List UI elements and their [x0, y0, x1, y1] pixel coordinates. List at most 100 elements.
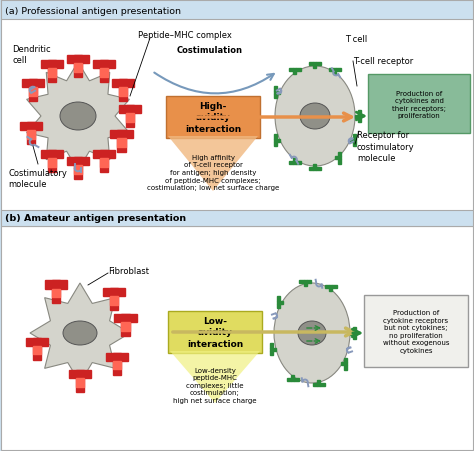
Text: Receptor for
costimulatory
molecule: Receptor for costimulatory molecule	[357, 131, 415, 162]
Bar	[274, 135, 277, 139]
Bar	[317, 381, 320, 387]
Bar	[100, 60, 108, 83]
Bar	[274, 142, 277, 147]
Bar	[33, 346, 41, 354]
Bar	[76, 378, 84, 387]
Bar	[320, 383, 325, 387]
Bar	[270, 344, 273, 348]
Bar	[304, 280, 307, 286]
Bar	[341, 363, 347, 366]
Bar	[274, 139, 280, 142]
Bar	[119, 80, 127, 102]
Bar	[277, 301, 283, 304]
Bar	[338, 160, 341, 164]
Bar	[293, 158, 297, 164]
FancyBboxPatch shape	[368, 75, 470, 133]
Bar	[100, 151, 108, 173]
Bar	[126, 114, 134, 122]
Bar	[317, 168, 321, 170]
Bar	[74, 157, 82, 180]
FancyBboxPatch shape	[1, 226, 473, 450]
Text: Low-density
peptide-MHC
complexes; little
costimulation;
high net surface charge: Low-density peptide-MHC complexes; littl…	[173, 367, 257, 403]
Bar	[313, 63, 317, 69]
Text: Production of
cytokine receptors
but not cytokines;
no proliferation
without exo: Production of cytokine receptors but not…	[383, 309, 449, 353]
Text: Dendritic
cell: Dendritic cell	[12, 45, 51, 65]
Bar	[93, 151, 115, 159]
Bar	[334, 69, 337, 75]
Bar	[93, 60, 115, 69]
Bar	[353, 135, 356, 139]
Bar	[329, 286, 332, 292]
Bar	[74, 55, 82, 78]
Bar	[48, 69, 56, 78]
Bar	[117, 139, 126, 147]
Bar	[117, 130, 126, 153]
Bar	[329, 69, 334, 72]
Bar	[119, 106, 141, 114]
Bar	[353, 327, 356, 332]
Ellipse shape	[274, 283, 350, 383]
Bar	[292, 375, 294, 381]
Text: Peptide–MHC complex: Peptide–MHC complex	[138, 30, 232, 39]
Bar	[20, 123, 42, 131]
Bar	[297, 69, 301, 72]
Bar	[110, 297, 118, 305]
Text: Costimulatory
molecule: Costimulatory molecule	[8, 169, 67, 189]
Bar	[52, 281, 60, 303]
Bar	[76, 370, 84, 392]
Bar	[106, 353, 128, 361]
Bar	[74, 64, 82, 73]
Bar	[100, 69, 108, 78]
Bar	[110, 130, 133, 139]
Bar	[335, 156, 341, 160]
Text: Fibroblast: Fibroblast	[108, 267, 149, 276]
Bar	[293, 69, 297, 75]
Bar	[358, 118, 361, 123]
Bar	[26, 338, 48, 346]
Bar	[52, 289, 60, 297]
Bar	[338, 152, 341, 156]
Ellipse shape	[298, 321, 326, 345]
Bar	[74, 166, 82, 174]
FancyBboxPatch shape	[1, 211, 473, 226]
Bar	[110, 288, 118, 311]
Text: High affinity
of T-cell receptor
for antigen; high density
of peptide-MHC comple: High affinity of T-cell receptor for ant…	[147, 155, 279, 191]
Bar	[274, 94, 277, 99]
Bar	[344, 366, 347, 370]
Polygon shape	[27, 63, 129, 170]
Bar	[45, 281, 67, 289]
Text: T-cell receptor: T-cell receptor	[353, 57, 413, 66]
Bar	[294, 378, 299, 381]
Bar	[344, 358, 347, 363]
Bar	[300, 280, 304, 283]
Bar	[313, 165, 317, 170]
Bar	[103, 288, 125, 297]
Bar	[270, 351, 273, 356]
Bar	[353, 335, 356, 339]
Bar	[289, 161, 293, 164]
Bar	[121, 314, 129, 336]
Bar	[277, 296, 280, 301]
Bar	[287, 378, 292, 381]
Text: (a) Professional antigen presentation: (a) Professional antigen presentation	[5, 6, 181, 15]
Ellipse shape	[300, 104, 330, 130]
Bar	[337, 69, 341, 72]
Bar	[27, 131, 35, 139]
Bar	[112, 361, 121, 370]
Bar	[27, 123, 35, 145]
Polygon shape	[170, 351, 260, 403]
Text: T cell: T cell	[345, 34, 367, 43]
Text: (b) Amateur antigen presentation: (b) Amateur antigen presentation	[5, 214, 186, 223]
Bar	[48, 159, 56, 167]
Bar	[307, 280, 311, 283]
Text: High-
avidity
interaction: High- avidity interaction	[185, 102, 241, 133]
Bar	[353, 142, 356, 147]
Bar	[69, 370, 91, 378]
Bar	[274, 91, 280, 94]
Bar	[297, 161, 301, 164]
Bar	[350, 139, 356, 142]
Bar	[358, 111, 361, 115]
Bar	[317, 63, 321, 66]
Bar	[114, 314, 137, 322]
Bar	[29, 80, 37, 102]
